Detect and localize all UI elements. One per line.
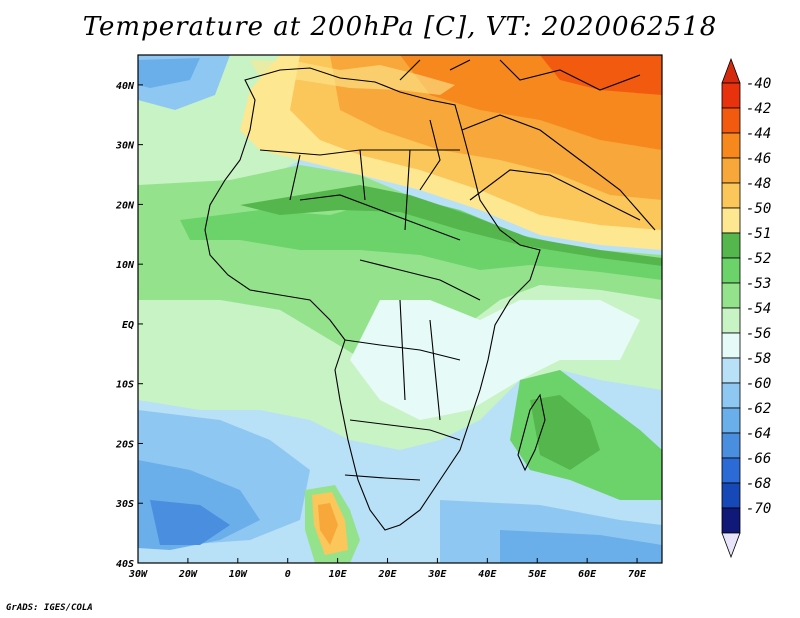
colorbar-swatch <box>721 282 741 309</box>
colorbar-label: -40 <box>746 76 771 92</box>
colorbar-max-arrow <box>721 57 741 84</box>
lat-tick-label: EQ <box>122 320 134 331</box>
colorbar-label: -70 <box>746 501 771 517</box>
colorbar-label: -56 <box>746 326 771 342</box>
colorbar-min-arrow <box>721 532 741 559</box>
colorbar-swatch <box>721 507 741 534</box>
colorbar-swatch <box>721 132 741 159</box>
colorbar: -40 -42 -44 -46 -48 -50 -51 -52 -53 -54 -56 -58 -60 -… <box>721 57 771 559</box>
lon-tick-label: 70E <box>628 569 647 580</box>
lon-tick-label: 30W <box>128 569 148 580</box>
colorbar-label: -53 <box>746 276 771 292</box>
colorbar-swatch <box>721 232 741 259</box>
colorbar-swatch <box>721 482 741 509</box>
colorbar-label: -60 <box>746 376 771 392</box>
lat-tick-label: 30S <box>115 499 134 510</box>
colorbar-label: -51 <box>746 226 771 242</box>
colorbar-label: -46 <box>746 151 771 167</box>
lon-tick-label: 10W <box>229 569 248 580</box>
lat-tick-label: 30N <box>115 141 135 152</box>
colorbar-swatch <box>721 407 741 434</box>
colorbar-swatch <box>721 432 741 459</box>
lat-tick-label: 10N <box>116 260 135 271</box>
lon-tick-label: 50E <box>528 569 547 580</box>
colorbar-label: -66 <box>746 451 771 467</box>
lat-tick-label: 40S <box>116 559 134 570</box>
coastlines <box>204 59 656 531</box>
map-title: Temperature at 200hPa [C], VT: 202006251… <box>82 12 718 42</box>
colorbar-label: -42 <box>746 101 771 117</box>
lon-tick-label: 30E <box>427 569 447 580</box>
lat-tick-label: 10S <box>116 380 134 391</box>
colorbar-label: -68 <box>746 476 771 492</box>
colorbar-swatch <box>721 257 741 284</box>
lat-tick-label: 20N <box>115 200 135 211</box>
lon-tick-label: 60E <box>578 569 597 580</box>
colorbar-label: -48 <box>746 176 771 192</box>
colorbar-swatch <box>721 107 741 134</box>
colorbar-swatch <box>721 157 741 184</box>
longitude-axis: 30W 20W 10W 0 10E 20E 30E 40E 50E 60E 70E <box>128 558 647 580</box>
colorbar-label: -52 <box>746 251 771 267</box>
lat-tick-label: 20S <box>115 439 134 450</box>
lon-tick-label: 0 <box>285 569 291 580</box>
colorbar-swatch <box>721 382 741 409</box>
lat-tick-label: 40N <box>116 81 135 92</box>
lon-tick-label: 20E <box>377 569 397 580</box>
colorbar-label: -50 <box>746 201 771 217</box>
colorbar-label: -44 <box>746 126 771 142</box>
colorbar-swatch <box>721 82 741 109</box>
colorbar-swatch <box>721 307 741 334</box>
colorbar-label: -58 <box>746 351 771 367</box>
credit-text: GrADS: IGES/COLA <box>6 603 93 613</box>
lon-tick-label: 40E <box>478 569 497 580</box>
colorbar-swatch <box>721 357 741 384</box>
lon-tick-label: 10E <box>329 569 348 580</box>
colorbar-swatch <box>721 457 741 484</box>
colorbar-label: -54 <box>746 301 771 317</box>
map-frame <box>137 54 663 564</box>
colorbar-swatch <box>721 182 741 209</box>
colorbar-label: -62 <box>746 401 771 417</box>
colorbar-swatch <box>721 332 741 359</box>
latitude-axis: 40N 30N 20N 10N EQ 10S 20S 30S 40S <box>115 81 143 570</box>
colorbar-label: -64 <box>746 426 771 442</box>
colorbar-swatch <box>721 207 741 234</box>
lon-tick-label: 20W <box>178 569 198 580</box>
